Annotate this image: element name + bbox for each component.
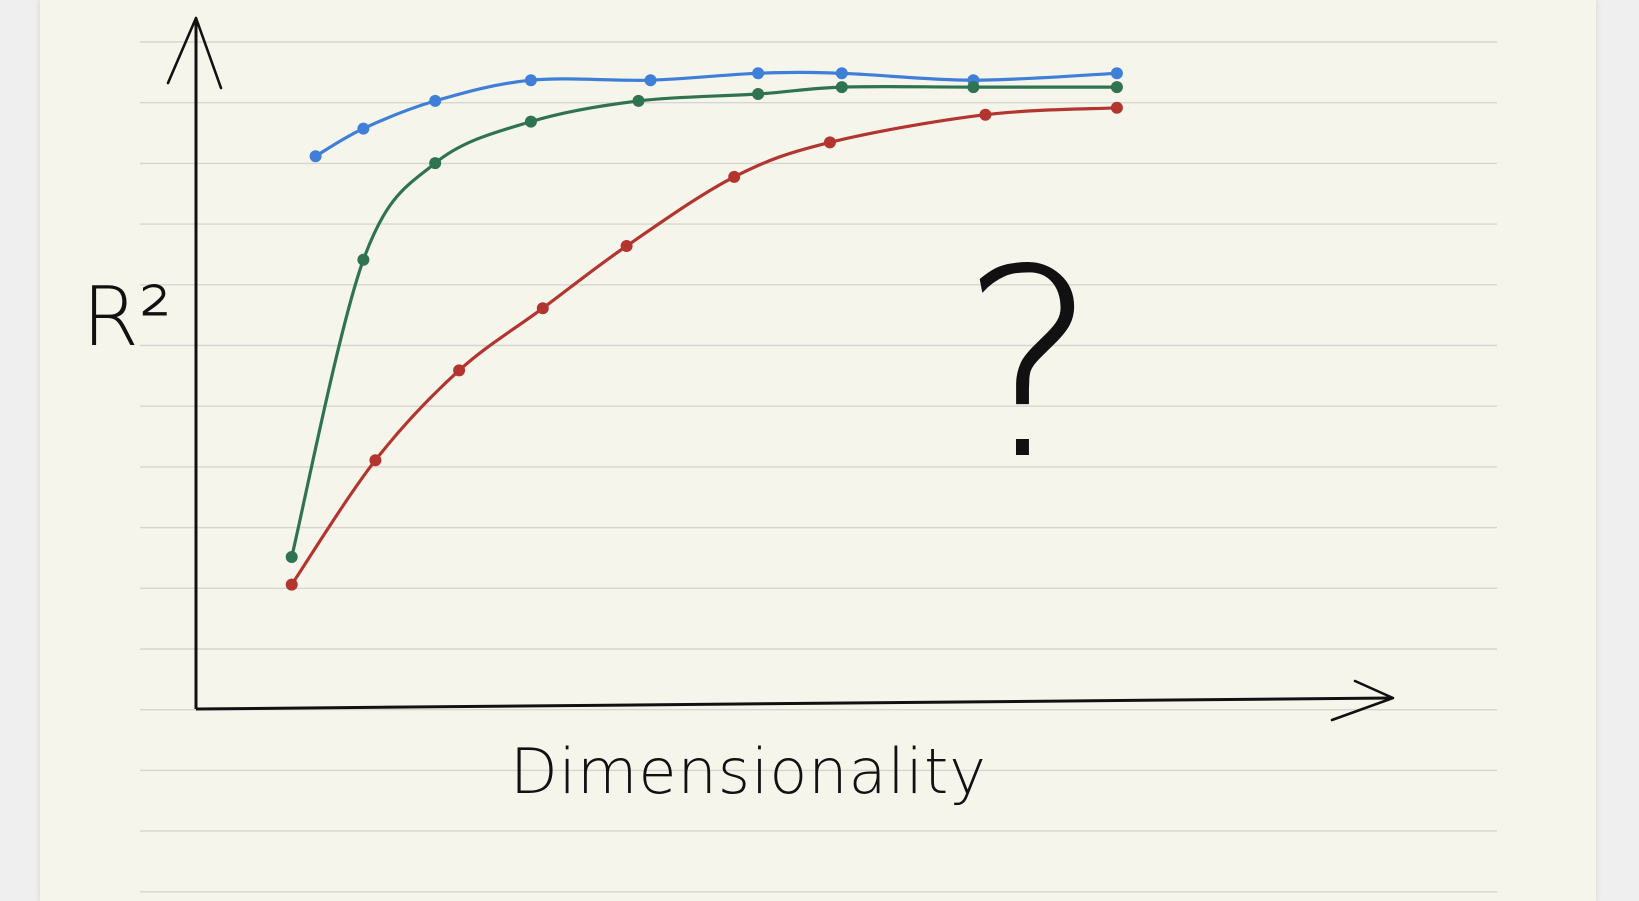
data-point-s3-6 (728, 170, 741, 183)
y-axis-arrowhead (166, 16, 223, 90)
notebook-page (40, 0, 1596, 901)
ruled-lines (140, 41, 1497, 893)
question-mark-annotation: ? (960, 215, 1098, 517)
series-line-1 (314, 70, 1119, 158)
data-point-s2-2 (357, 253, 370, 266)
data-point-s3-7 (823, 136, 836, 149)
data-point-s2-9 (1110, 81, 1123, 94)
data-point-s1-5 (644, 74, 657, 87)
data-point-s2-4 (524, 115, 537, 128)
data-point-s1-7 (835, 67, 848, 80)
data-point-s3-8 (979, 108, 992, 121)
data-point-s2-5 (632, 94, 645, 107)
data-point-s2-3 (429, 157, 442, 170)
data-point-s1-2 (357, 122, 370, 135)
data-point-s2-7 (835, 81, 848, 94)
x-axis (195, 696, 1393, 711)
data-point-s1-4 (524, 74, 537, 87)
series-layer (285, 67, 1123, 591)
data-point-s2-1 (285, 551, 298, 563)
data-point-s3-3 (453, 364, 466, 377)
x-axis-arrowhead (1330, 679, 1395, 722)
data-point-s1-3 (429, 94, 442, 107)
data-point-s2-8 (967, 81, 980, 94)
data-point-s3-2 (369, 454, 382, 467)
data-point-s1-1 (309, 150, 322, 163)
data-point-s3-4 (536, 302, 549, 315)
data-point-s1-6 (752, 67, 765, 80)
x-axis-label: Dimensionality (510, 735, 987, 808)
y-axis-label: R² (82, 270, 172, 365)
data-point-s3-5 (620, 240, 633, 252)
data-point-s2-6 (752, 88, 765, 100)
data-point-s1-9 (1110, 67, 1123, 80)
data-point-s3-1 (285, 578, 298, 591)
data-point-s3-9 (1110, 101, 1123, 114)
